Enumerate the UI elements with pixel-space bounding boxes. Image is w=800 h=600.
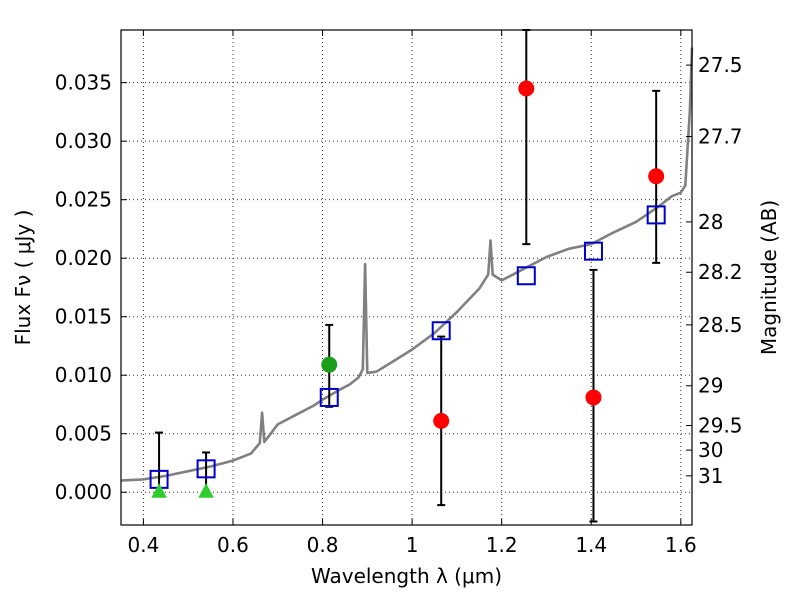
markers-layer (149, 80, 666, 498)
data-point-circle (433, 412, 450, 429)
error-bars-layer (155, 29, 661, 523)
y2-tick-label: 31 (698, 464, 723, 488)
x-axis-label: Wavelength λ (μm) (311, 564, 502, 588)
x-tick-label: 1.2 (486, 533, 518, 557)
x-tick-label: 0.8 (307, 533, 339, 557)
y2-tick-label: 29 (698, 374, 723, 398)
data-point-circle (585, 389, 602, 406)
y2-axis-label: Magnitude (AB) (757, 200, 781, 355)
y-tick-label: 0.035 (55, 71, 112, 95)
y-tick-label: 0.020 (55, 246, 112, 270)
y-tick-label: 0.015 (55, 305, 112, 329)
y2-tick-label: 28.2 (698, 260, 743, 284)
y2-tick-label: 29.5 (698, 414, 743, 438)
model-square-marker (583, 241, 603, 261)
data-point-circle (321, 356, 338, 373)
y-tick-label: 0.005 (55, 422, 112, 446)
plot-frame (120, 29, 693, 526)
ticks-layer: 0.4 0.6 0.8 1 1.2 1.4 1.6 0.000 0.005 0.010 0.015 0… (55, 30, 743, 557)
model-square-marker (319, 387, 339, 407)
y-axis-label: Flux Fν ( μJy ) (11, 210, 35, 346)
y2-tick-label: 27.5 (698, 53, 743, 77)
y2-tick-label: 28 (698, 210, 723, 234)
y2-tick-label: 27.7 (698, 124, 743, 148)
y-tick-label: 0.030 (55, 129, 112, 153)
grid-lines (121, 30, 692, 525)
x-tick-label: 1.4 (575, 533, 607, 557)
upper-limit-triangle (151, 483, 167, 498)
spectrum-line-layer (120, 47, 694, 482)
data-point-circle (648, 168, 665, 185)
y-tick-label: 0.025 (55, 188, 112, 212)
x-tick-label: 1 (406, 533, 419, 557)
spectrum-line (120, 47, 694, 482)
model-square-marker (196, 459, 216, 479)
y2-tick-label: 30 (698, 438, 723, 462)
x-tick-label: 0.6 (217, 533, 249, 557)
x-tick-label: 0.4 (127, 533, 159, 557)
y2-tick-label: 28.5 (698, 313, 743, 337)
data-point-circle (518, 80, 535, 97)
model-square-marker (516, 266, 536, 286)
y-tick-label: 0.010 (55, 363, 112, 387)
upper-limit-triangle (198, 483, 214, 498)
y-tick-label: 0.000 (55, 480, 112, 504)
x-tick-label: 1.6 (665, 533, 697, 557)
model-square-marker (646, 205, 666, 225)
model-square-marker (431, 321, 451, 341)
